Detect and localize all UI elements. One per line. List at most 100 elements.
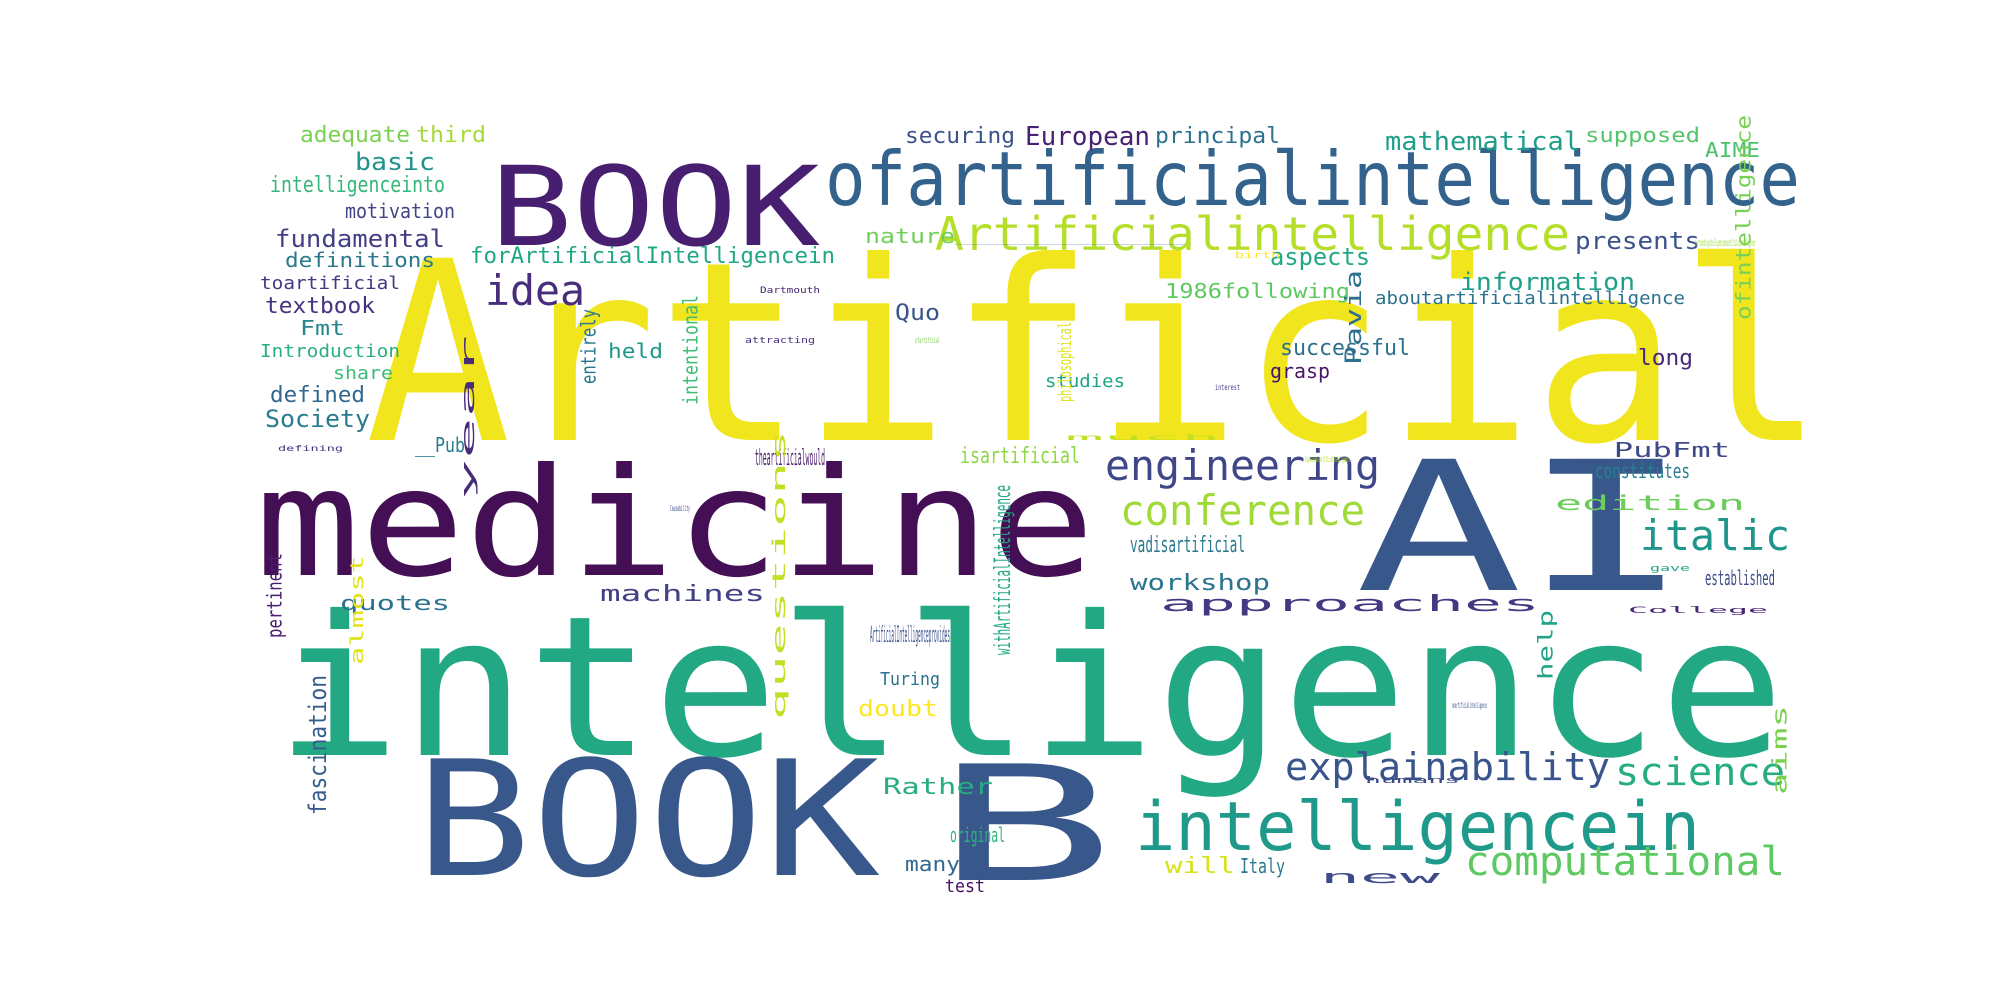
- word-basic: basic: [355, 148, 435, 176]
- word-original: original: [950, 823, 1005, 847]
- word-quotes: quotes: [340, 591, 450, 615]
- word-many: many: [905, 852, 960, 876]
- word-college: College: [1628, 606, 1768, 616]
- word-pubfmt: __PubFmt: [1575, 438, 1730, 462]
- word-entirely: entirely: [577, 309, 601, 384]
- word-theartificialwould: theartificialwould: [755, 446, 825, 471]
- word-artificialintelligence: Artificialintelligence: [935, 207, 1570, 261]
- word-securing: securing: [905, 124, 1015, 149]
- word-principal: principal: [1155, 124, 1280, 149]
- word-causability: Causability: [670, 504, 690, 513]
- word-intelligenceinto: intelligenceinto: [270, 173, 445, 198]
- word-society: Society: [265, 405, 370, 433]
- word-withartificialintelligence: withArtificialIntelligence: [991, 485, 1016, 655]
- word-workshop: workshop: [1130, 571, 1270, 596]
- word-pub: __Pub: [415, 433, 465, 457]
- word-textbook: textbook: [265, 294, 375, 319]
- word-ai: AI: [1355, 424, 1690, 633]
- word-adequate: adequate: [300, 123, 410, 148]
- word-will: will: [1165, 854, 1235, 879]
- word-mathematical: mathematical: [1385, 127, 1580, 157]
- word-definitions: definitions: [285, 248, 435, 272]
- word-science: science: [1615, 750, 1785, 794]
- word-presents: presents: [1575, 227, 1700, 255]
- word-defined: defined: [270, 383, 365, 408]
- word-humans: humans: [1365, 776, 1460, 786]
- word-third: third: [416, 123, 486, 148]
- word-pertinent: pertinent: [263, 553, 287, 638]
- word-quo: Quo: [895, 301, 940, 326]
- word-established: established: [1705, 566, 1775, 590]
- word-ofartificialintelligence: ofartificialintelligence: [825, 135, 1800, 223]
- word-attracting: attracting: [745, 336, 815, 346]
- word-gave: gave: [1650, 564, 1690, 574]
- word-studies: studies: [1045, 371, 1125, 392]
- word-book: BOOK: [415, 726, 880, 913]
- word-year: year: [458, 334, 479, 500]
- word-intentional: intentional: [679, 295, 703, 405]
- word-fascination: fascination: [304, 675, 332, 815]
- word-turing: Turing: [880, 669, 940, 690]
- word-help: help: [1534, 610, 1558, 680]
- word-vadisartificial: vadisartificial: [1130, 533, 1245, 558]
- word-much: much: [1065, 433, 1221, 442]
- word-successful: successful: [1280, 336, 1410, 361]
- word-italic: italic: [1640, 511, 1790, 560]
- word-idea: idea: [485, 266, 585, 315]
- word-edition: edition: [1555, 491, 1745, 515]
- word-surroundingintelligenceandartificialintelligence: surroundingintelligenceandartificialinte…: [1695, 238, 1755, 249]
- word-pavia: Pavia: [1342, 270, 1367, 365]
- word-rather: Rather: [883, 775, 993, 800]
- word-artificialintelligenceprovides: ArtificialIntelligenceprovides: [870, 623, 950, 648]
- word-ofartificial: ofartificial: [915, 336, 940, 345]
- word-explainability: explainability: [1285, 745, 1610, 789]
- word-motivation: motivation: [345, 199, 455, 223]
- word-aspects: aspects: [1270, 243, 1370, 271]
- word-medicine: medicine: [255, 437, 1095, 611]
- word-long: long: [1638, 346, 1693, 371]
- word-artificial: Artificial: [365, 208, 1825, 499]
- word-machines: machines: [600, 582, 765, 607]
- word-intelligencein: intelligencein: [1135, 788, 1700, 867]
- word-birth: birth: [1235, 251, 1280, 261]
- word-aime: AIME: [1705, 138, 1760, 162]
- word-b: B: [935, 731, 1115, 918]
- word-book: BOOK: [490, 143, 820, 271]
- word-doubt: doubt: [858, 697, 938, 722]
- word-new: new: [1320, 867, 1441, 888]
- word-dartmouth: Dartmouth: [760, 286, 820, 296]
- word-european: European: [1025, 122, 1150, 152]
- word-italy: Italy: [1240, 854, 1285, 878]
- word-aboutartificialintelligence: aboutartificialintelligence: [1375, 288, 1685, 309]
- word-held: held: [608, 339, 663, 363]
- word-intelligence: intelligence: [275, 574, 1785, 801]
- word-grasp: grasp: [1270, 359, 1330, 383]
- word-onartificialintelligence: onartificialintelligence: [1452, 701, 1487, 710]
- word-test: test: [945, 876, 985, 897]
- word-approaches: approaches: [1160, 592, 1540, 617]
- word-toartificial: toartificial: [260, 273, 400, 294]
- word-1986following: 1986following: [1165, 279, 1350, 303]
- word-defining: defining: [278, 444, 343, 453]
- word-share: share: [333, 363, 393, 384]
- word-isartificial: isartificial: [960, 444, 1080, 469]
- word-constitutes: constitutes: [1595, 459, 1690, 483]
- word-computational: computational: [1465, 839, 1785, 885]
- word-conference: conference: [1120, 486, 1365, 535]
- word-fmt: Fmt: [300, 316, 345, 340]
- word-philosophical: philosophical: [1055, 322, 1076, 402]
- word-nature: nature: [865, 224, 955, 248]
- word-explainableartificialintelligence: Explainableartificialintelligence: [1305, 455, 1350, 464]
- word-questions: questions: [769, 430, 790, 720]
- word-almost: almost: [347, 555, 368, 665]
- word-aims: aims: [1768, 705, 1792, 795]
- word-interest: interest: [1215, 383, 1240, 392]
- word-underscore: ___: [955, 236, 1188, 245]
- word-engineering: engineering: [1105, 441, 1380, 490]
- word-information: information: [1460, 268, 1635, 296]
- word-supposed: supposed: [1585, 123, 1700, 147]
- word-forartificialintelligencein: forArtificialIntelligencein: [470, 244, 835, 269]
- word-fundamental: fundamental: [275, 225, 445, 253]
- word-ofintelligence: ofintelligence: [1732, 115, 1756, 320]
